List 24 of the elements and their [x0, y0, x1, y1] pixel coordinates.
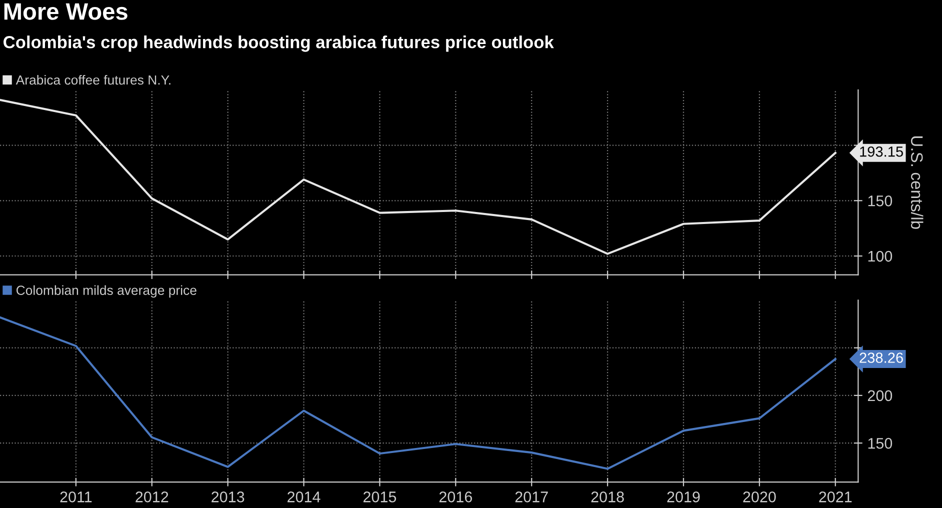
chart-subtitle: Colombia's crop headwinds boosting arabica futures price outlook — [4, 36, 554, 52]
legend-label: Colombian milds average price — [16, 285, 196, 298]
x-tick-label: 2012 — [136, 492, 168, 502]
x-tick-label: 2018 — [591, 492, 624, 502]
x-tick-label: 2021 — [819, 492, 852, 502]
annotation: 238.26 — [860, 352, 903, 363]
annotation: 193.15 — [860, 146, 903, 157]
legend-label: Arabica coffee futures N.Y. — [16, 74, 170, 85]
chart-title: More Woes — [4, 3, 128, 20]
x-tick-label: 2020 — [743, 492, 776, 502]
x-tick-label: 2019 — [667, 492, 700, 502]
line-series — [0, 316, 836, 470]
y-tick-label: 100 — [868, 250, 892, 262]
x-tick-label: 2016 — [439, 492, 472, 502]
x-tick-label: 2011 — [60, 492, 92, 502]
y-tick-label: 150 — [868, 438, 892, 449]
y-tick-label: 150 — [868, 196, 892, 206]
y-tick-label: 200 — [868, 390, 892, 402]
x-tick-label: 2017 — [515, 492, 548, 502]
x-tick-label: 2013 — [212, 492, 244, 502]
x-tick-label: 2015 — [363, 492, 396, 502]
y-axis-title: U.S. cents/lb — [910, 136, 924, 229]
x-tick-label: 2014 — [288, 492, 320, 502]
line-series — [0, 98, 836, 255]
